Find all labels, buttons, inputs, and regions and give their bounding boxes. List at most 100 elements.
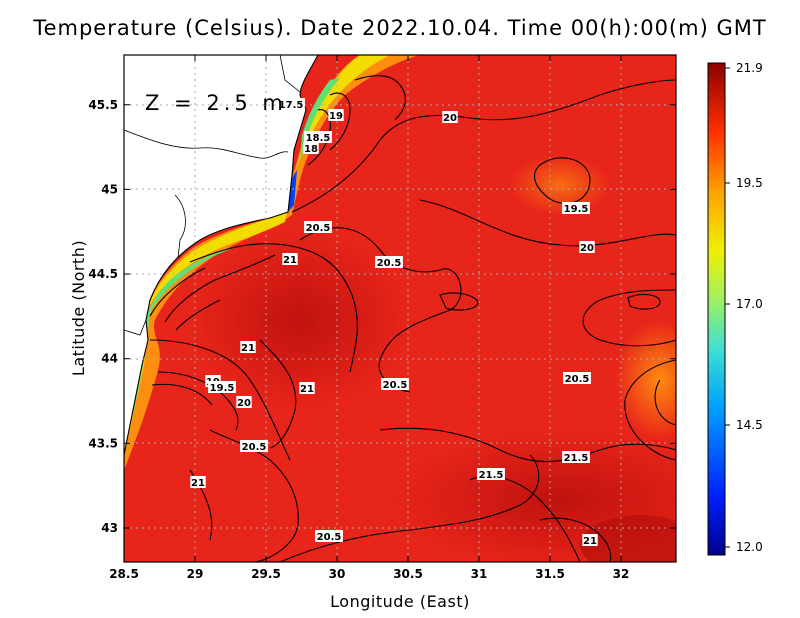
colorbar-label: 14.5 [736, 418, 763, 432]
contour-label-bg [190, 476, 206, 488]
contour-label-bg [562, 202, 590, 214]
x-tick-label: 29 [187, 567, 204, 581]
contour-label-bg [315, 530, 343, 542]
contour-19-5-north [534, 157, 591, 204]
x-tick-label: 30.5 [393, 567, 423, 581]
contour-label-bg [236, 396, 252, 408]
contour-label: 20.5 [242, 442, 267, 453]
y-tick-label: 45.5 [88, 98, 118, 112]
y-tick-label: 45 [101, 182, 118, 196]
x-tick-label: 32 [613, 567, 630, 581]
contour-label-bg [304, 131, 332, 143]
border-line-3 [279, 55, 301, 93]
contour-labels: 17.51918.5182019.52020.52120.5211919.520… [190, 98, 598, 547]
contour-label-bg [277, 98, 305, 110]
y-tick-label: 44 [101, 352, 118, 366]
cool-patch-east [615, 320, 676, 440]
x-axis-label: Longitude (East) [330, 592, 470, 611]
contour-label: 18.5 [306, 133, 331, 144]
contour-label: 21 [583, 536, 597, 547]
contour-coastal-1 [175, 299, 221, 331]
coastline [124, 55, 319, 456]
contour-20-loop-east [624, 359, 676, 461]
contour-label-bg [303, 142, 319, 154]
contour-21-east [379, 427, 676, 463]
contour-label-bg [299, 382, 315, 394]
warm-core-south [390, 430, 676, 562]
contour-label: 21 [191, 478, 205, 489]
y-axis-label: Latitude (North) [69, 240, 88, 376]
contour-label-bg [375, 256, 403, 268]
contour-21-mid [259, 339, 297, 449]
contour-label-bg [381, 378, 409, 390]
contour-small-loop-1 [439, 292, 479, 311]
contour-label-bg [563, 372, 591, 384]
colorbar-label: 21.9 [736, 61, 763, 75]
contour-20-north [291, 79, 676, 213]
y-tick-label: 43 [101, 521, 118, 535]
contour-label-bg [240, 440, 268, 452]
border-line-2 [174, 194, 186, 259]
contour-label: 20.5 [317, 532, 342, 543]
contour-label: 20.5 [565, 374, 590, 385]
contour-18-5-north [329, 92, 351, 151]
contour-label: 19.5 [564, 204, 589, 215]
contour-label-bg [579, 241, 595, 253]
contour-label-bg [442, 111, 458, 123]
contour-label: 21 [241, 343, 255, 354]
contour-19-north [354, 75, 406, 121]
chart-title: Temperature (Celsius). Date 2022.10.04. … [33, 16, 767, 40]
contour-label: 21 [300, 384, 314, 395]
warm-core-west [190, 230, 410, 410]
border-line-4 [124, 319, 147, 336]
contour-20-east [419, 199, 676, 247]
contour-label-bg [282, 253, 298, 265]
contour-19-west [151, 383, 213, 406]
map-field: 17.51918.5182019.52020.52120.5211919.520… [124, 55, 676, 562]
contour-label: 19.5 [210, 383, 235, 394]
contour-19-5-west [157, 371, 239, 431]
y-axis-ticks: 43 43.5 44 44.5 45 45.5 [88, 98, 676, 535]
contour-21-west [189, 243, 358, 373]
cool-patch-north [510, 155, 610, 215]
contour-20-5-south [209, 429, 299, 562]
land-area [124, 55, 318, 455]
contour-label: 20 [580, 243, 594, 254]
contour-label: 18 [304, 144, 318, 155]
x-tick-label: 31 [471, 567, 488, 581]
contour-label: 17.5 [279, 100, 304, 111]
border-line-1 [124, 129, 289, 159]
contour-label: 20.5 [306, 223, 331, 234]
grid-lines [124, 55, 676, 562]
contour-label: 20 [443, 113, 457, 124]
coastal-green-north [300, 78, 340, 160]
contour-small-loop-2 [627, 293, 661, 310]
x-tick-label: 28.5 [109, 567, 139, 581]
contour-20-west [149, 339, 291, 461]
contour-label-bg [304, 221, 332, 233]
contour-18-north [307, 109, 331, 166]
contour-21-5-se [539, 517, 612, 562]
contour-label-bg [328, 109, 344, 121]
contour-label-bg [240, 341, 256, 353]
colorbar-label: 12.0 [736, 540, 763, 554]
contour-label: 20.5 [383, 380, 408, 391]
contour-label-bg [208, 381, 236, 393]
contour-label-bg [582, 534, 598, 546]
y-tick-label: 43.5 [88, 436, 118, 450]
colorbar-labels: 21.9 19.5 17.0 14.5 12.0 [725, 61, 763, 554]
colorbar-label: 19.5 [736, 176, 763, 190]
contour-21-south [279, 454, 540, 562]
plot-frame [123, 54, 677, 563]
contour-label-bg [562, 451, 590, 463]
contour-coastal-3 [149, 267, 206, 317]
x-tick-label: 31.5 [535, 567, 565, 581]
contour-label: 20 [237, 398, 251, 409]
x-tick-label: 29.5 [251, 567, 281, 581]
contour-19-5-east [654, 379, 676, 426]
contour-20-5-east [582, 289, 676, 347]
depth-label: Z = 2.5 m [145, 91, 287, 115]
y-tick-label: 44.5 [88, 267, 118, 281]
contour-label: 19 [329, 111, 343, 122]
